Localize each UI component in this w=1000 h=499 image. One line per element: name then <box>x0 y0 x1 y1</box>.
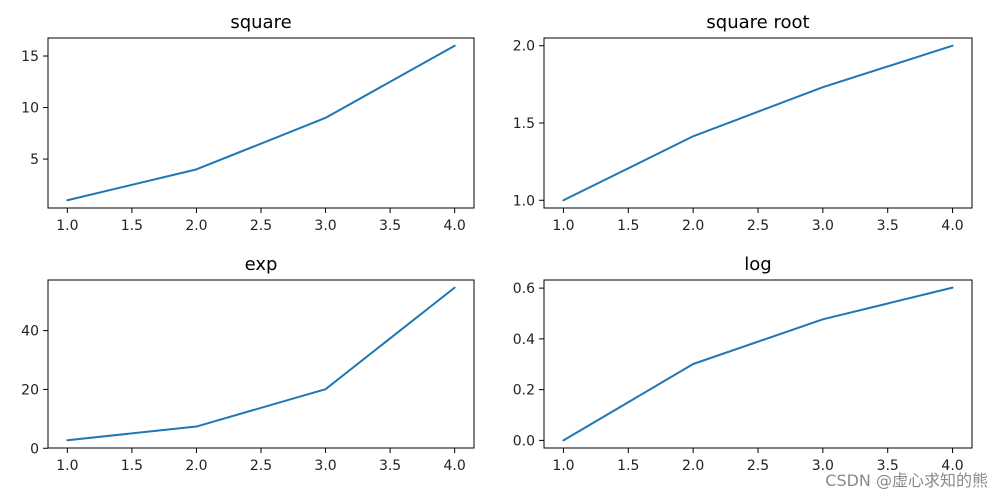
x-tick-label: 2.0 <box>185 458 207 474</box>
y-tick-label: 0 <box>30 441 39 457</box>
y-tick-label: 0.0 <box>513 433 535 449</box>
x-tick-label: 1.5 <box>121 218 143 234</box>
x-tick-label: 3.5 <box>379 458 401 474</box>
series-line <box>66 286 456 442</box>
series-line <box>562 286 954 442</box>
y-tick-label: 5 <box>30 152 39 168</box>
axes-frame <box>543 37 973 209</box>
x-tick-label: 2.5 <box>250 218 272 234</box>
x-tick-label: 1.0 <box>552 218 574 234</box>
x-tick-label: 3.5 <box>877 218 899 234</box>
axes-frame <box>47 37 475 209</box>
watermark-text: CSDN @虚心求知的熊 <box>825 471 988 490</box>
y-tick-label: 0.2 <box>513 383 535 399</box>
series-line <box>562 44 954 202</box>
x-tick-label: 1.5 <box>617 458 639 474</box>
x-tick-label: 2.5 <box>747 218 769 234</box>
x-tick-label: 1.0 <box>56 218 78 234</box>
x-tick-label: 1.5 <box>617 218 639 234</box>
subplot-title: log <box>744 254 771 275</box>
x-tick-label: 4.0 <box>444 458 466 474</box>
subplot-title: square <box>230 12 291 33</box>
x-tick-label: 2.5 <box>250 458 272 474</box>
x-tick-label: 3.5 <box>877 458 899 474</box>
axes-frame <box>543 279 973 449</box>
x-tick-label: 2.0 <box>682 458 704 474</box>
x-tick-label: 1.5 <box>121 458 143 474</box>
subplot-4: log 1.0 1.5 2.0 2.5 3.0 3.5 4.0 0.0 0.2 0.4 0.6 <box>513 254 973 474</box>
y-tick-label: 10 <box>21 101 39 117</box>
y-tick-label: 0.6 <box>513 281 535 297</box>
x-tick-label: 4.0 <box>941 218 963 234</box>
series-line <box>66 44 456 202</box>
subplot-1: square 1.0 1.5 2.0 2.5 3.0 3.5 4.0 5 10 15 <box>21 12 475 234</box>
subplot-title: exp <box>245 254 278 275</box>
x-tick-label: 3.0 <box>314 218 336 234</box>
x-tick-label: 1.0 <box>552 458 574 474</box>
x-tick-label: 4.0 <box>941 458 963 474</box>
x-tick-label: 2.5 <box>747 458 769 474</box>
y-tick-label: 15 <box>21 49 39 65</box>
y-tick-label: 2.0 <box>513 39 535 55</box>
subplot-title: square root <box>706 12 809 33</box>
x-tick-label: 3.0 <box>812 218 834 234</box>
subplot-3: exp 1.0 1.5 2.0 2.5 3.0 3.5 4.0 0 20 40 <box>21 254 475 474</box>
x-tick-label: 3.0 <box>314 458 336 474</box>
y-tick-label: 1.5 <box>513 116 535 132</box>
x-tick-label: 2.0 <box>682 218 704 234</box>
x-tick-label: 3.5 <box>379 218 401 234</box>
y-tick-label: 20 <box>21 382 39 398</box>
subplot-2: square root 1.0 1.5 2.0 2.5 3.0 3.5 4.0 1.0 1.5 2.… <box>513 12 973 234</box>
axes-frame <box>47 279 475 449</box>
x-tick-label: 3.0 <box>812 458 834 474</box>
y-tick-label: 1.0 <box>513 193 535 209</box>
y-tick-label: 40 <box>21 324 39 340</box>
x-tick-label: 1.0 <box>56 458 78 474</box>
x-tick-label: 2.0 <box>185 218 207 234</box>
y-tick-label: 0.4 <box>513 332 535 348</box>
x-tick-label: 4.0 <box>444 218 466 234</box>
